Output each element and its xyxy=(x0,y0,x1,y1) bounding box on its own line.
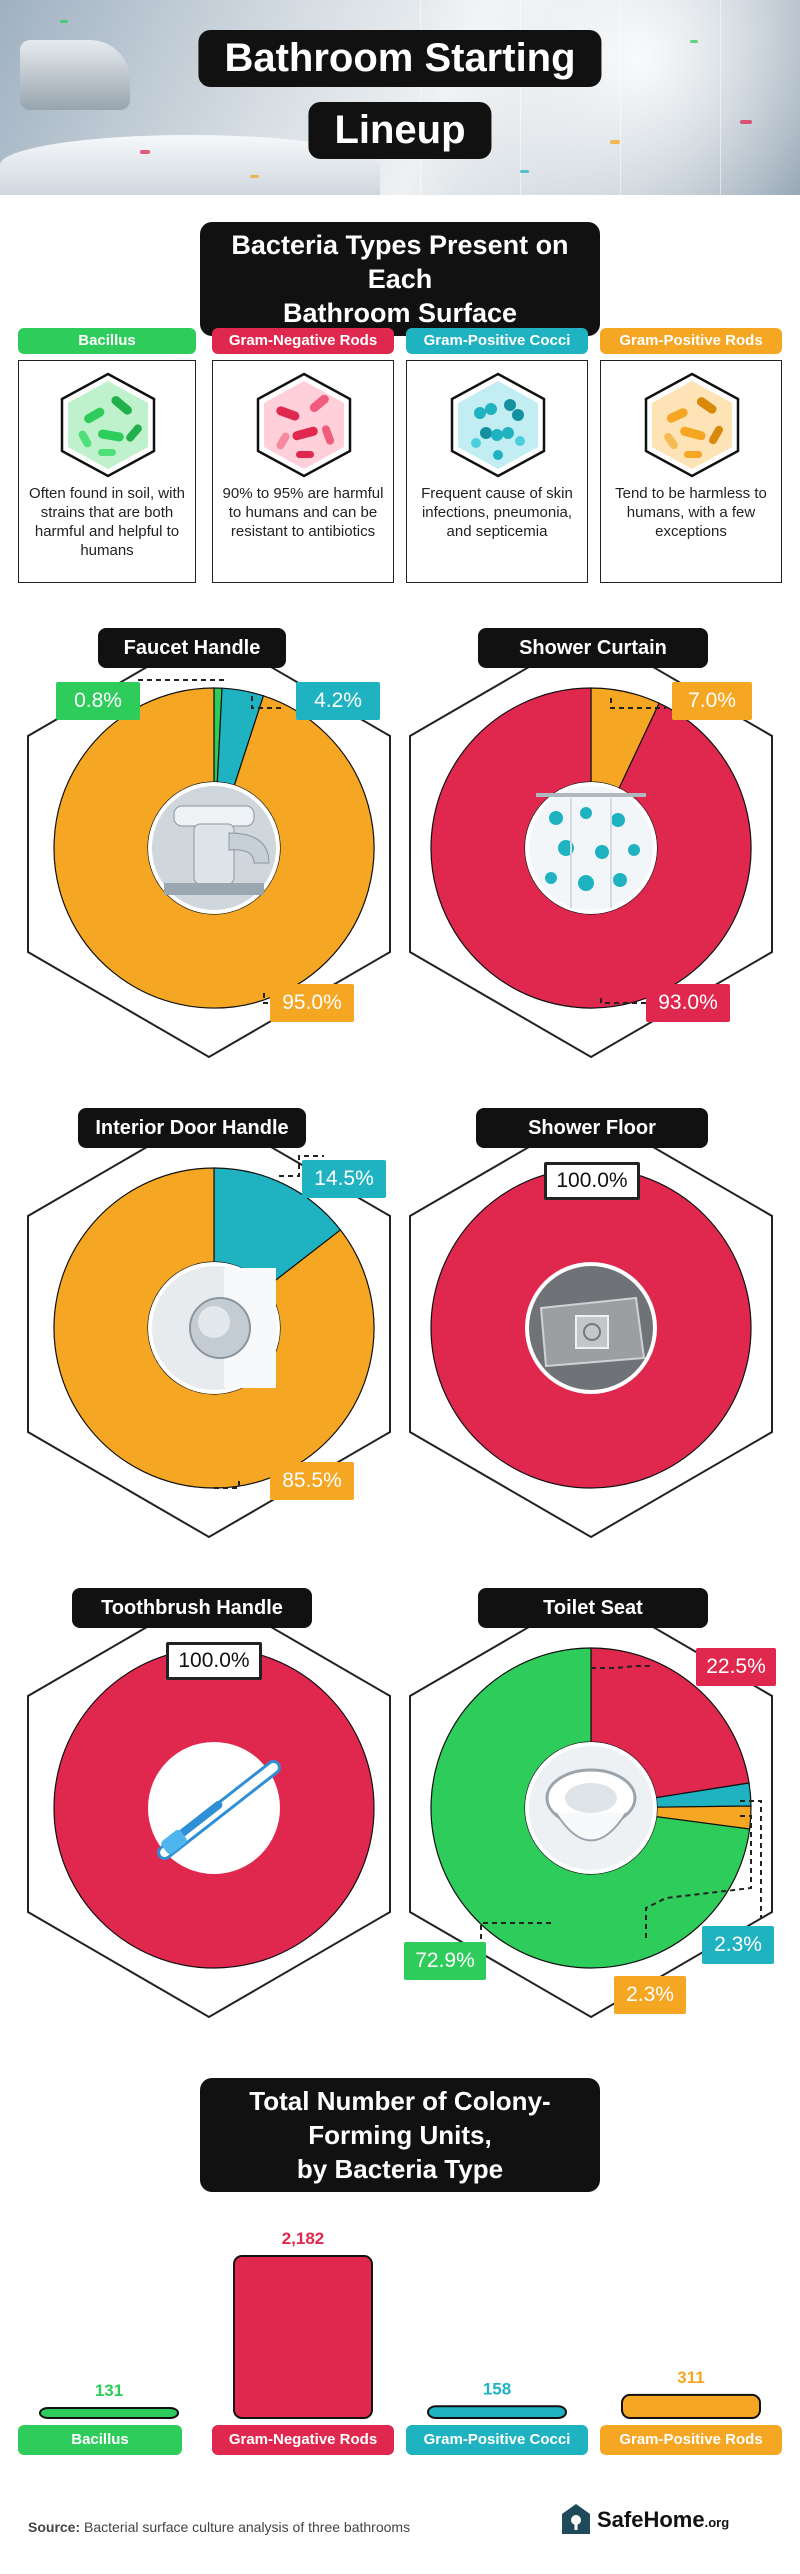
panel-title-interior-door-handle: Interior Door Handle xyxy=(78,1108,306,1148)
faucet-photo xyxy=(20,40,130,110)
source-text: Bacterial surface culture analysis of th… xyxy=(84,2519,411,2535)
legend-desc-bacillus: Often found in soil, with strains that a… xyxy=(29,485,185,559)
toilet-icon xyxy=(529,1746,653,1870)
legend-tag-gram-negative-rods: Gram-Negative Rods xyxy=(212,328,394,354)
toothbrush-icon xyxy=(157,1760,281,1860)
panel-shower-floor xyxy=(409,1109,773,1539)
section-title-surfaces: Bacteria Types Present on Each Bathroom … xyxy=(200,222,600,336)
panel-title-faucet-handle: Faucet Handle xyxy=(98,628,286,668)
panel-shower-curtain xyxy=(409,629,773,1059)
panel-title-shower-floor: Shower Floor xyxy=(476,1108,708,1148)
bar-category-bacillus: Bacillus xyxy=(18,2425,182,2455)
label-curtain-gn-rods: 93.0% xyxy=(646,984,730,1022)
legend-desc-gram-negative-rods: 90% to 95% are harmful to humans and can… xyxy=(222,485,384,540)
legend-card-gram-negative-rods: 90% to 95% are harmful to humans and can… xyxy=(212,360,394,583)
label-faucet-bacillus: 0.8% xyxy=(56,682,140,720)
gram-positive-rods-icon xyxy=(644,372,740,478)
bar-gram-positive-cocci xyxy=(427,2405,567,2419)
bar-bacillus xyxy=(39,2407,179,2419)
bar-gram-negative-rods xyxy=(233,2255,373,2419)
label-toilet-gn-rods: 22.5% xyxy=(696,1648,776,1686)
donut-shower-curtain xyxy=(430,687,752,1009)
door-knob-icon xyxy=(152,1266,276,1390)
bar-value-label: 2,182 xyxy=(282,2229,325,2248)
safehome-logo-icon xyxy=(562,2504,590,2534)
panel-faucet-handle xyxy=(27,629,391,1059)
brand-text: SafeHome xyxy=(597,2507,705,2532)
label-faucet-cocci: 4.2% xyxy=(296,682,380,720)
bar-value-label: 311 xyxy=(677,2368,704,2387)
brand-suffix: .org xyxy=(704,2515,730,2530)
bar-gram-positive-rods xyxy=(621,2393,761,2419)
brand-name: SafeHome.org xyxy=(597,2507,729,2533)
bacillus-icon xyxy=(60,372,156,478)
panel-title-toilet-seat: Toilet Seat xyxy=(478,1588,708,1628)
legend-tag-bacillus: Bacillus xyxy=(18,328,196,354)
bar-category-gram-negative-rods: Gram-Negative Rods xyxy=(212,2425,394,2455)
panel-title-toothbrush-handle: Toothbrush Handle xyxy=(72,1588,312,1628)
page-title-line1: Bathroom Starting xyxy=(198,30,602,87)
donut-slice-gram-positive-rods xyxy=(53,687,375,1009)
legend-card-gram-positive-rods: Tend to be harmless to humans, with a fe… xyxy=(600,360,782,583)
faucet-icon xyxy=(152,786,276,910)
bar-category-gram-positive-cocci: Gram-Positive Cocci xyxy=(406,2425,588,2455)
section-title-line2: Bathroom Surface xyxy=(282,298,518,328)
label-floor-gn-rods: 100.0% xyxy=(544,1162,640,1200)
bar-value-label: 158 xyxy=(483,2379,511,2398)
gram-positive-cocci-icon xyxy=(450,372,546,478)
label-toilet-gp-rods: 2.3% xyxy=(614,1976,686,2014)
panel-interior-door-handle xyxy=(27,1109,391,1539)
legend-card-bacillus: Often found in soil, with strains that a… xyxy=(18,360,196,583)
donut-toilet-seat xyxy=(430,1647,752,1969)
label-faucet-gp-rods: 95.0% xyxy=(270,984,354,1022)
label-door-gp-rods: 85.5% xyxy=(270,1462,354,1500)
shower-curtain-icon xyxy=(529,786,653,910)
legend-tag-gram-positive-cocci: Gram-Positive Cocci xyxy=(406,328,588,354)
source-note: Source: Bacterial surface culture analys… xyxy=(28,2519,410,2535)
legend-card-gram-positive-cocci: Frequent cause of skin infections, pneum… xyxy=(406,360,588,583)
label-door-cocci: 14.5% xyxy=(302,1160,386,1198)
label-toothbrush-gn-rods: 100.0% xyxy=(166,1642,262,1680)
label-toilet-bacillus: 72.9% xyxy=(404,1942,486,1980)
page-title-line2: Lineup xyxy=(308,102,492,159)
section2-title-line1: Total Number of Colony-Forming Units, xyxy=(249,2086,551,2150)
source-label: Source: xyxy=(28,2519,81,2535)
hero-banner: Bathroom Starting Lineup xyxy=(0,0,800,195)
label-toilet-cocci: 2.3% xyxy=(702,1926,774,1964)
panel-title-shower-curtain: Shower Curtain xyxy=(478,628,708,668)
panel-toilet-seat xyxy=(409,1589,773,2019)
section-title-line1: Bacteria Types Present on Each xyxy=(231,230,569,294)
bar-category-gram-positive-rods: Gram-Positive Rods xyxy=(600,2425,782,2455)
legend-tag-gram-positive-rods: Gram-Positive Rods xyxy=(600,328,782,354)
legend-desc-gram-positive-cocci: Frequent cause of skin infections, pneum… xyxy=(421,485,573,540)
bar-chart-cfu: 131 2,182 158 311 xyxy=(39,2229,761,2419)
panel-toothbrush-handle xyxy=(27,1589,391,2019)
shower-drain-icon xyxy=(529,1266,653,1390)
label-curtain-gp-rods: 7.0% xyxy=(672,682,752,720)
section2-title-line2: by Bacteria Type xyxy=(296,2154,504,2184)
legend-desc-gram-positive-rods: Tend to be harmless to humans, with a fe… xyxy=(615,485,767,540)
section-title-cfu: Total Number of Colony-Forming Units, by… xyxy=(200,2078,600,2192)
donut-faucet-handle xyxy=(53,687,375,1009)
gram-negative-rods-icon xyxy=(256,372,352,478)
bar-value-label: 131 xyxy=(95,2381,123,2400)
